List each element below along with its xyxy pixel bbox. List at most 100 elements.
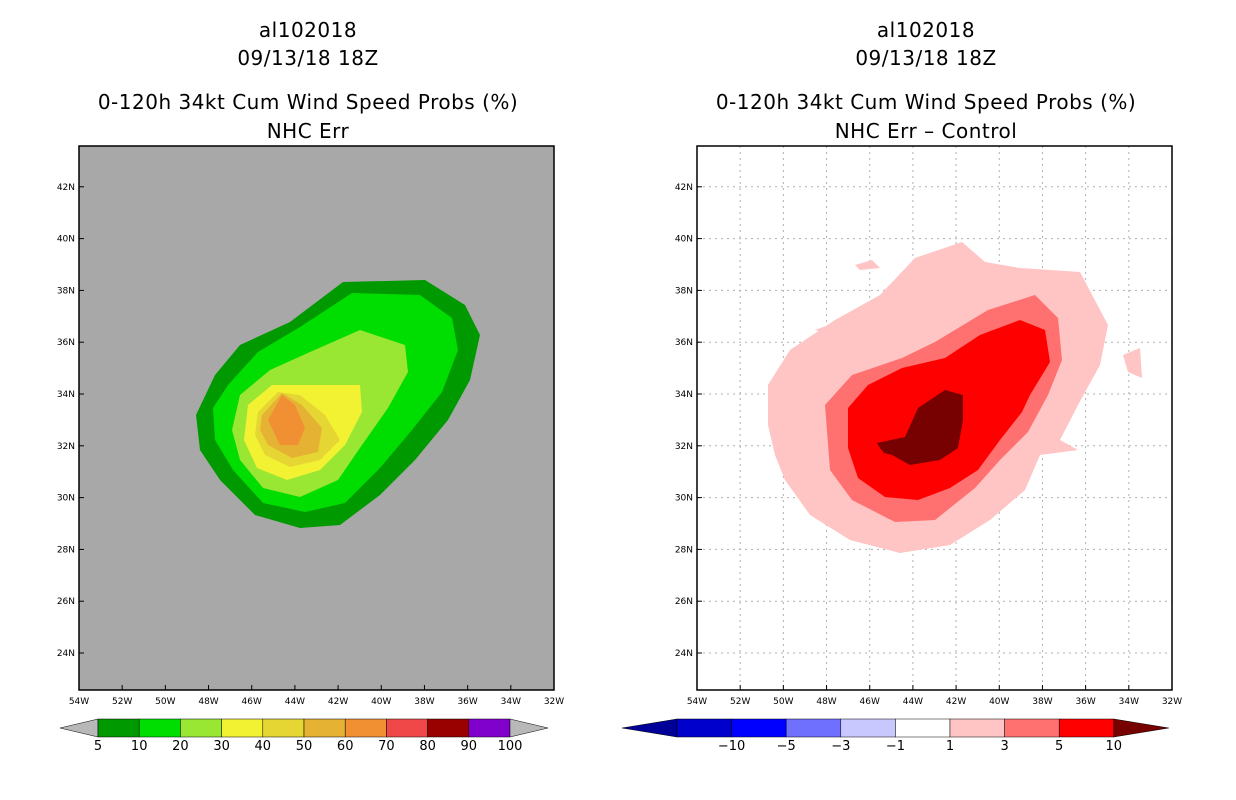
colorbar-right-arrow [1113,718,1169,738]
right-map-frame [696,145,1173,691]
lat-tick-label: 26N [675,597,693,607]
lon-tick-label: 36W [1075,697,1095,707]
right-diff-contours [768,242,1142,553]
contour-1-blob-b [855,260,880,270]
lat-tick-label: 42N [57,183,75,193]
lon-tick-label: 48W [816,697,836,707]
colorbar-label: 80 [419,739,436,754]
lon-tick-label: 52W [730,697,750,707]
lon-tick-label: 32W [1162,697,1182,707]
colorbar-box [731,718,787,738]
colorbar-box [180,718,222,738]
left-axis-ticks: 54W 52W 50W 48W 46W 44W 42W 40W 38W 36W 34W 32W 24N 2… [57,183,564,707]
colorbar-label: 10 [131,739,148,754]
right-product-title: 0-120h 34kt Cum Wind Speed Probs (%) [715,90,1137,114]
colorbar-label: 100 [498,739,523,754]
colorbar-label: 1 [946,739,954,754]
right-storm-id: al102018 [876,18,976,42]
lon-tick-label: 50W [155,697,175,707]
lat-tick-label: 26N [57,597,75,607]
left-prob-contours [196,280,480,528]
lon-tick-label: 46W [242,697,262,707]
contour-1-blob-a [1123,348,1142,378]
lon-tick-label: 44W [903,697,923,707]
colorbar-label: 60 [337,739,354,754]
colorbar-label: 5 [94,739,102,754]
colorbar-box [427,718,470,738]
lon-tick-label: 34W [501,697,521,707]
contour-10 [877,390,963,465]
colorbar-box [468,718,511,738]
colorbar-box [97,718,140,738]
lat-tick-label: 36N [675,338,693,348]
left-subtitle: NHC Err [266,119,350,143]
contour-5 [196,280,480,528]
colorbar-right-arrow [509,718,549,738]
lon-tick-label: 52W [112,697,132,707]
lat-tick-label: 28N [57,545,75,555]
colorbar-label: 20 [172,739,189,754]
lon-tick-label: 38W [414,697,434,707]
lon-tick-label: 40W [989,697,1009,707]
lat-tick-label: 32N [57,442,75,452]
colorbar-label: −5 [777,739,796,754]
contour-1-blob-c [815,326,826,333]
colorbar-box [676,718,732,738]
contour-5 [848,320,1050,500]
contour-60 [268,395,305,445]
colorbar-left-arrow [59,718,99,738]
lon-tick-label: 54W [687,697,707,707]
right-map-background [697,146,1172,690]
colorbar-box [840,718,896,738]
colorbar-box [303,718,346,738]
lon-tick-label: 42W [328,697,348,707]
lon-tick-label: 50W [773,697,793,707]
lat-tick-label: 32N [675,442,693,452]
colorbar-label: −3 [831,739,850,754]
contour-1 [768,242,1108,553]
right-gridlines [697,146,1172,690]
colorbar-label: 50 [296,739,313,754]
lat-tick-label: 30N [57,494,75,504]
colorbar-label: 40 [255,739,272,754]
colorbar-box [262,718,305,738]
lat-tick-label: 24N [675,649,693,659]
lat-tick-label: 24N [57,649,75,659]
colorbar-label: −10 [718,739,745,754]
colorbar-box [895,718,951,738]
lat-tick-label: 34N [675,390,693,400]
contour-3 [825,295,1062,522]
lat-tick-label: 42N [675,183,693,193]
right-subtitle: NHC Err – Control [834,119,1018,143]
colorbar-box [344,718,387,738]
contour-20 [232,330,408,497]
lat-tick-label: 38N [57,286,75,296]
colorbar-box [785,718,842,738]
lon-tick-label: 40W [371,697,391,707]
colorbar-box [138,718,181,738]
colorbar-label: 70 [378,739,395,754]
colorbar-label: −1 [886,739,905,754]
lat-tick-label: 34N [57,390,75,400]
colorbar-label: 3 [1000,739,1008,754]
contour-50 [260,393,322,458]
colorbar-box [1058,718,1115,738]
lon-tick-label: 44W [285,697,305,707]
lon-tick-label: 36W [457,697,477,707]
lon-tick-label: 32W [544,697,564,707]
lon-tick-label: 54W [69,697,89,707]
lon-tick-label: 42W [946,697,966,707]
colorbar-box [386,718,428,738]
contour-10 [213,293,458,512]
lon-tick-label: 38W [1032,697,1052,707]
lat-tick-label: 36N [57,338,75,348]
colorbar-box [1004,718,1060,738]
colorbar-label: 10 [1106,739,1123,754]
right-datetime: 09/13/18 18Z [855,46,997,70]
colorbar-box [221,718,264,738]
lon-tick-label: 48W [198,697,218,707]
lat-tick-label: 40N [57,235,75,245]
lat-tick-label: 40N [675,235,693,245]
lat-tick-label: 38N [675,286,693,296]
lon-tick-label: 46W [860,697,880,707]
